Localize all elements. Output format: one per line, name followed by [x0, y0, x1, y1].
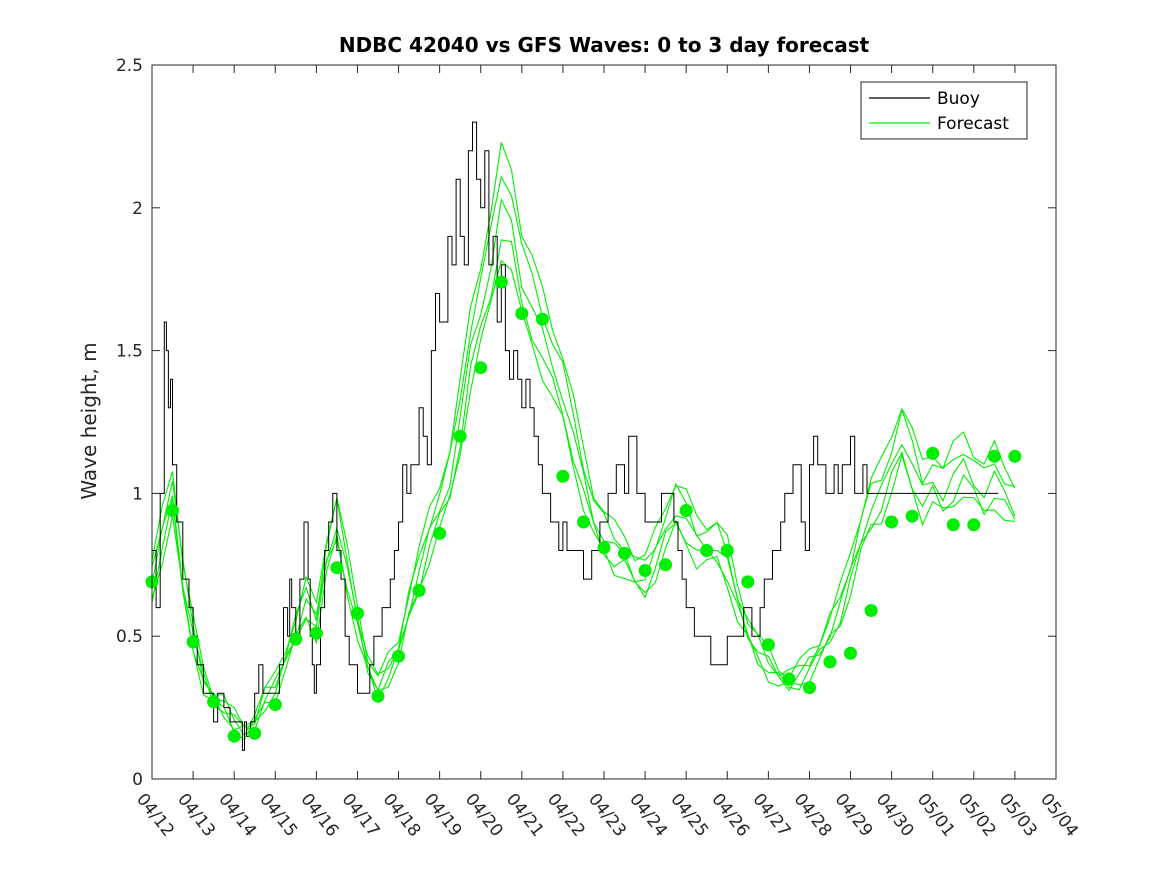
forecast-point [330, 561, 344, 575]
legend-label-forecast: Forecast [937, 114, 1009, 134]
forecast-point [268, 698, 282, 712]
forecast-point [844, 646, 857, 660]
y-axis: 0 0.5 1 1.5 2 2.5 [116, 56, 1056, 790]
plot-area [145, 64, 1057, 780]
forecast-point [515, 307, 529, 320]
forecast-point [946, 518, 960, 532]
x-tick-label: 05/04 [1036, 790, 1082, 841]
x-tick-label: 04/19 [420, 790, 466, 841]
legend: Buoy Forecast [860, 81, 1028, 140]
forecast-point [987, 449, 1001, 463]
chart-title: NDBC 42040 vs GFS Waves: 0 to 3 day fore… [339, 33, 870, 57]
forecast-point [823, 655, 837, 669]
x-tick-label: 04/25 [666, 790, 712, 841]
y-tick-label: 1.5 [116, 342, 143, 362]
y-tick-label: 0.5 [116, 627, 143, 647]
x-tick-label: 04/24 [625, 790, 671, 841]
forecast-point [535, 312, 549, 326]
forecast-point [659, 558, 673, 572]
forecast-point [885, 515, 899, 529]
forecast-point [803, 681, 816, 695]
x-tick-label: 04/12 [132, 790, 178, 841]
y-tick-label: 0 [132, 770, 143, 790]
legend-box [860, 81, 1028, 140]
forecast-point [248, 726, 262, 740]
forecast-point [638, 564, 652, 577]
forecast-point [720, 544, 734, 557]
forecast-point [679, 504, 693, 517]
plot-background [152, 65, 1056, 779]
forecast-point [371, 689, 385, 703]
x-tick-label: 05/03 [995, 790, 1041, 841]
x-tick-label: 04/23 [584, 790, 630, 841]
y-tick-label: 2.5 [116, 56, 143, 76]
y-tick-label: 1 [132, 484, 143, 504]
x-tick-label: 04/13 [173, 790, 219, 841]
x-tick-label: 04/28 [790, 790, 836, 841]
x-tick-label: 05/02 [954, 790, 1000, 841]
x-tick-label: 04/30 [872, 790, 918, 841]
forecast-point [1008, 449, 1022, 463]
forecast-point [412, 584, 426, 597]
legend-label-buoy: Buoy [937, 89, 980, 109]
forecast-point [186, 635, 200, 649]
forecast-point [967, 518, 981, 532]
forecast-point [453, 429, 467, 443]
x-tick-label: 04/20 [461, 790, 507, 841]
forecast-point [618, 546, 631, 560]
x-tick-label: 04/17 [338, 790, 384, 841]
forecast-point [433, 526, 447, 540]
x-tick-label: 04/15 [255, 790, 301, 841]
x-tick-label: 04/18 [379, 790, 425, 841]
forecast-point [741, 575, 755, 589]
forecast-point [864, 604, 878, 617]
forecast-point [227, 729, 241, 743]
forecast-point [700, 544, 714, 557]
forecast-point [556, 469, 570, 483]
forecast-point [309, 626, 323, 640]
y-axis-label: Wave height, m [77, 342, 101, 499]
x-tick-label: 04/27 [748, 790, 794, 841]
forecast-point [761, 638, 775, 652]
forecast-point [289, 632, 303, 646]
forecast-point [926, 446, 940, 460]
forecast-point [166, 504, 179, 517]
forecast-point [474, 361, 488, 375]
x-tick-label: 04/22 [543, 790, 589, 841]
x-tick-label: 04/26 [707, 790, 753, 841]
forecast-point [392, 649, 405, 663]
x-tick-label: 04/14 [214, 790, 260, 841]
x-tick-label: 05/01 [913, 790, 959, 841]
x-tick-label: 04/29 [831, 790, 877, 841]
y-tick-label: 2 [132, 199, 143, 219]
forecast-point [351, 606, 364, 620]
forecast-point [782, 672, 796, 686]
buoy-line [152, 121, 999, 751]
x-tick-label: 04/16 [296, 790, 342, 841]
x-tick-label: 04/21 [502, 790, 548, 841]
forecast-point [905, 509, 919, 523]
forecast-point [207, 695, 221, 709]
forecast-point [577, 515, 590, 529]
forecast-point [494, 275, 508, 289]
forecast-point [597, 541, 611, 555]
